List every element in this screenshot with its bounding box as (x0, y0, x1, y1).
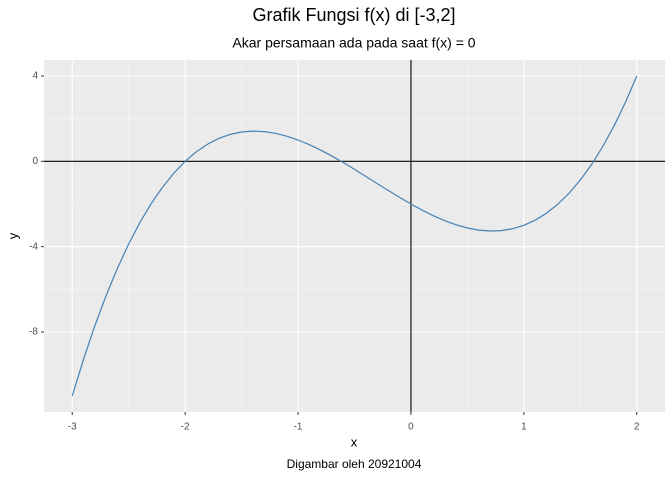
y-tick-label: -8 (29, 327, 38, 338)
y-tick-label: 0 (32, 156, 38, 167)
x-tick-label: 2 (634, 422, 640, 433)
data-line (71, 75, 638, 397)
chart-subtitle: Akar persamaan ada pada saat f(x) = 0 (232, 35, 475, 51)
x-tick-label: -3 (68, 422, 77, 433)
x-tick-label: 0 (408, 422, 414, 433)
y-tick-label: -4 (29, 241, 38, 252)
x-tick-label: 1 (521, 422, 527, 433)
x-axis-label: x (351, 434, 358, 449)
x-tick-label: -2 (181, 422, 190, 433)
chart-title: Grafik Fungsi f(x) di [-3,2] (252, 5, 455, 25)
x-tick-label: -1 (294, 422, 303, 433)
y-tick-label: 4 (32, 71, 38, 82)
caption: Digambar oleh 20921004 (287, 457, 422, 471)
y-axis-label: y (5, 232, 20, 239)
